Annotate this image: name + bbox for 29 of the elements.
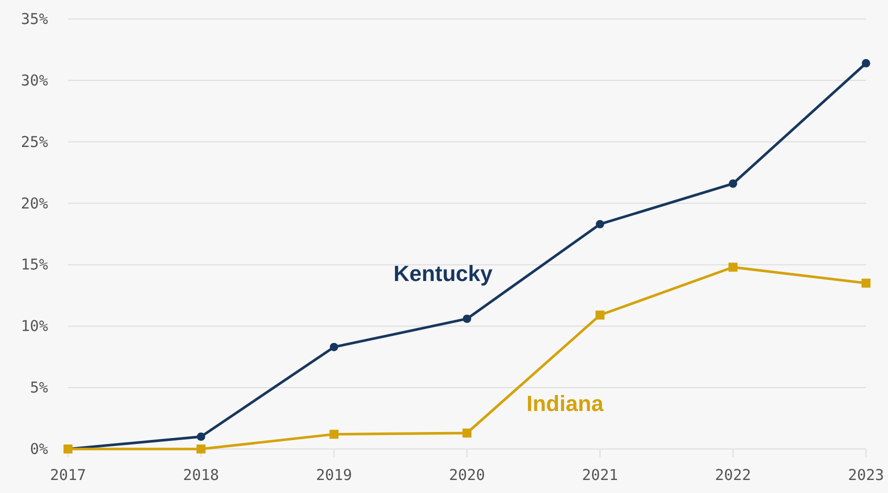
point (196, 444, 206, 454)
x-tick-label: 2023 (848, 466, 884, 484)
y-tick-label: 30% (20, 71, 48, 90)
y-tick-label: 35% (20, 10, 48, 28)
series-label: Kentucky (393, 260, 494, 286)
point (596, 220, 604, 228)
x-tick-label: 2019 (316, 466, 352, 484)
point (330, 342, 338, 352)
x-tick-label: 2018 (182, 466, 220, 484)
y-tick-label: 15% (20, 256, 48, 274)
y-tick-label: 25% (20, 132, 48, 151)
point (330, 430, 338, 439)
point (196, 432, 206, 441)
y-tick-label: 5% (30, 378, 48, 397)
point (462, 314, 472, 323)
point (862, 278, 870, 288)
y-tick-label: 10% (20, 317, 48, 336)
point (728, 262, 738, 272)
x-tick-label: 2022 (714, 466, 752, 484)
x-tick-label: 2020 (448, 466, 486, 484)
series-label: Indiana (526, 391, 604, 416)
y-tick-label: 0% (30, 440, 48, 458)
point (596, 310, 604, 320)
x-tick-label: 2017 (50, 466, 86, 484)
point (728, 179, 738, 188)
y-tick-label: 20% (20, 194, 48, 212)
point (862, 59, 870, 68)
point (462, 428, 472, 438)
x-tick-label: 2021 (582, 466, 618, 484)
